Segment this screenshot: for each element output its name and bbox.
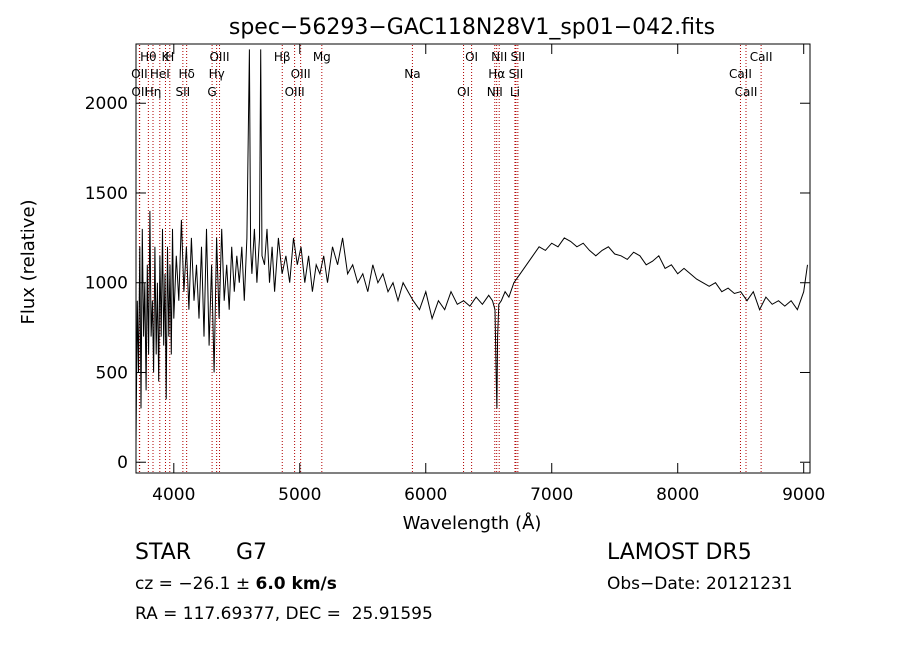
line-label-7: Hδ bbox=[178, 67, 194, 81]
x-tick-label-2: 6000 bbox=[404, 485, 447, 505]
spectrum-line bbox=[135, 49, 808, 445]
line-label-14: OIII bbox=[285, 85, 305, 99]
y-tick-label-3: 1500 bbox=[85, 184, 128, 204]
object-subclass: G7 bbox=[236, 540, 268, 565]
plot-frame bbox=[135, 43, 811, 474]
line-label-0: Hθ bbox=[140, 50, 156, 64]
line-label-13: OIII bbox=[291, 67, 311, 81]
line-label-1: OII bbox=[131, 67, 148, 81]
line-label-5: Hη bbox=[145, 85, 162, 99]
line-label-20: NII bbox=[487, 85, 503, 99]
x-axis: 4000 5000 6000 7000 8000 9000 bbox=[152, 44, 825, 505]
y-tick-label-1: 500 bbox=[96, 363, 128, 383]
chart-title: spec−56293−GAC118N28V1_sp01−042.fits bbox=[229, 15, 715, 40]
line-label-24: SII bbox=[510, 50, 525, 64]
cz-error: 6.0 km/s bbox=[255, 574, 337, 594]
line-label-15: Mg bbox=[313, 50, 331, 64]
line-label-25: CaII bbox=[729, 67, 752, 81]
line-label-18: OI bbox=[465, 50, 478, 64]
x-tick-label-1: 5000 bbox=[278, 485, 321, 505]
line-label-4: HeI bbox=[150, 67, 170, 81]
line-label-6: H bbox=[165, 50, 174, 64]
x-axis-label: Wavelength (Å) bbox=[403, 512, 542, 534]
emission-line-labels: HθOIIOIIKHeIHηHHδSIIOIIIHγGHβOIIIOIIIMgN… bbox=[131, 50, 772, 99]
line-label-23: Li bbox=[510, 85, 520, 99]
y-tick-label-2: 1000 bbox=[85, 274, 128, 294]
line-label-26: CaII bbox=[735, 85, 758, 99]
survey-name: LAMOST DR5 bbox=[607, 540, 752, 565]
line-label-17: OI bbox=[457, 85, 470, 99]
line-label-21: NII bbox=[491, 50, 507, 64]
y-axis-label: Flux (relative) bbox=[18, 199, 39, 324]
redshift-readout: cz = −26.1 ± 6.0 km/s bbox=[135, 574, 337, 594]
cz-value: cz = −26.1 ± bbox=[135, 574, 256, 594]
y-axis: 0 500 1000 1500 2000 bbox=[85, 94, 810, 473]
y-tick-label-4: 2000 bbox=[85, 94, 128, 114]
x-tick-label-0: 4000 bbox=[152, 485, 195, 505]
x-tick-label-5: 9000 bbox=[782, 485, 825, 505]
line-label-19: Hα bbox=[488, 67, 505, 81]
object-class: STAR bbox=[135, 540, 192, 565]
line-label-22: SII bbox=[509, 67, 524, 81]
line-label-9: OIII bbox=[209, 50, 229, 64]
line-label-3: K bbox=[162, 50, 171, 64]
coordinates: RA = 117.69377, DEC = 25.91595 bbox=[135, 604, 433, 624]
x-tick-label-3: 7000 bbox=[530, 485, 573, 505]
line-label-10: Hγ bbox=[209, 67, 225, 81]
x-tick-label-4: 8000 bbox=[656, 485, 699, 505]
line-label-12: Hβ bbox=[274, 50, 291, 64]
line-label-8: SII bbox=[176, 85, 191, 99]
line-label-11: G bbox=[207, 85, 216, 99]
line-label-16: Na bbox=[404, 67, 420, 81]
y-tick-label-0: 0 bbox=[117, 453, 128, 473]
observation-date: Obs−Date: 20121231 bbox=[607, 574, 793, 594]
line-label-27: CaII bbox=[750, 50, 773, 64]
